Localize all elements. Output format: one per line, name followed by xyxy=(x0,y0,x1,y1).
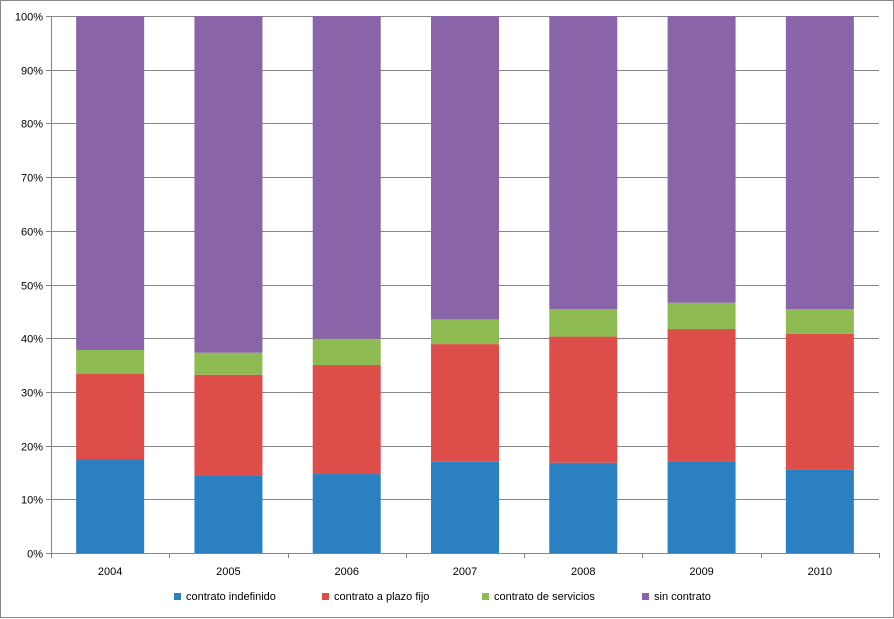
y-tick-label: 10% xyxy=(21,495,43,507)
y-tick-label: 100% xyxy=(15,12,43,24)
legend-swatch xyxy=(482,593,489,600)
y-tick-label: 60% xyxy=(21,227,43,239)
bar-segment xyxy=(667,16,736,303)
bar-segment xyxy=(667,329,736,462)
bar-segment xyxy=(667,302,736,330)
legend-swatch xyxy=(322,593,329,600)
bar-segment xyxy=(312,474,381,553)
legend-swatch xyxy=(174,593,181,600)
legend-label: contrato de servicios xyxy=(494,591,595,603)
bar-segment xyxy=(312,16,381,339)
axes xyxy=(46,16,880,558)
legend-label: sin contrato xyxy=(654,591,711,603)
x-tick-label: 2004 xyxy=(98,566,122,578)
bar-segment xyxy=(431,344,499,462)
x-tick-label: 2009 xyxy=(689,566,713,578)
bar-segment xyxy=(431,319,499,345)
bar-segment xyxy=(312,365,381,475)
x-tick-label: 2008 xyxy=(571,566,595,578)
bar-segment xyxy=(76,16,145,351)
bar-segment xyxy=(785,469,854,553)
bar-segment xyxy=(785,309,854,334)
y-tick-label: 70% xyxy=(21,173,43,185)
legend: contrato indefinido contrato a plazo fijo… xyxy=(174,591,711,603)
x-tick-label: 2007 xyxy=(453,566,477,578)
legend-label: contrato a plazo fijo xyxy=(334,591,429,603)
bar-segment xyxy=(194,475,263,553)
x-tick-label: 2005 xyxy=(216,566,240,578)
bar-segment xyxy=(549,336,618,463)
y-tick-label: 20% xyxy=(21,442,43,454)
bar-segment xyxy=(194,16,263,353)
bar-segment xyxy=(785,333,854,470)
bar-segment xyxy=(76,373,145,460)
bar-segment xyxy=(194,374,263,476)
y-tick-labels: 0% 10% 20% 30% 40% 50% 60% 70% 80% 90% 100% xyxy=(15,12,43,561)
x-tick-label: 2010 xyxy=(808,566,832,578)
legend-swatch xyxy=(642,593,649,600)
bar-segment xyxy=(312,338,381,366)
bars xyxy=(76,16,854,553)
x-tick-label: 2006 xyxy=(334,566,358,578)
bar-segment xyxy=(667,461,736,553)
legend-label: contrato indefinido xyxy=(186,591,276,603)
y-tick-label: 0% xyxy=(27,549,43,561)
y-tick-label: 40% xyxy=(21,334,43,346)
y-tick-label: 90% xyxy=(21,66,43,78)
bar-segment xyxy=(785,16,854,310)
x-tick-labels: 2004 2005 2006 2007 2008 2009 2010 xyxy=(98,566,832,578)
bar-segment xyxy=(194,352,263,375)
y-tick-label: 80% xyxy=(21,119,43,131)
bar-segment xyxy=(431,16,499,320)
y-tick-label: 30% xyxy=(21,388,43,400)
bar-segment xyxy=(76,459,145,553)
bar-segment xyxy=(549,309,618,337)
y-tick-label: 50% xyxy=(21,281,43,293)
bar-segment xyxy=(549,16,618,310)
bar-segment xyxy=(549,462,618,553)
bar-segment xyxy=(76,350,145,374)
bar-segment xyxy=(431,461,499,553)
